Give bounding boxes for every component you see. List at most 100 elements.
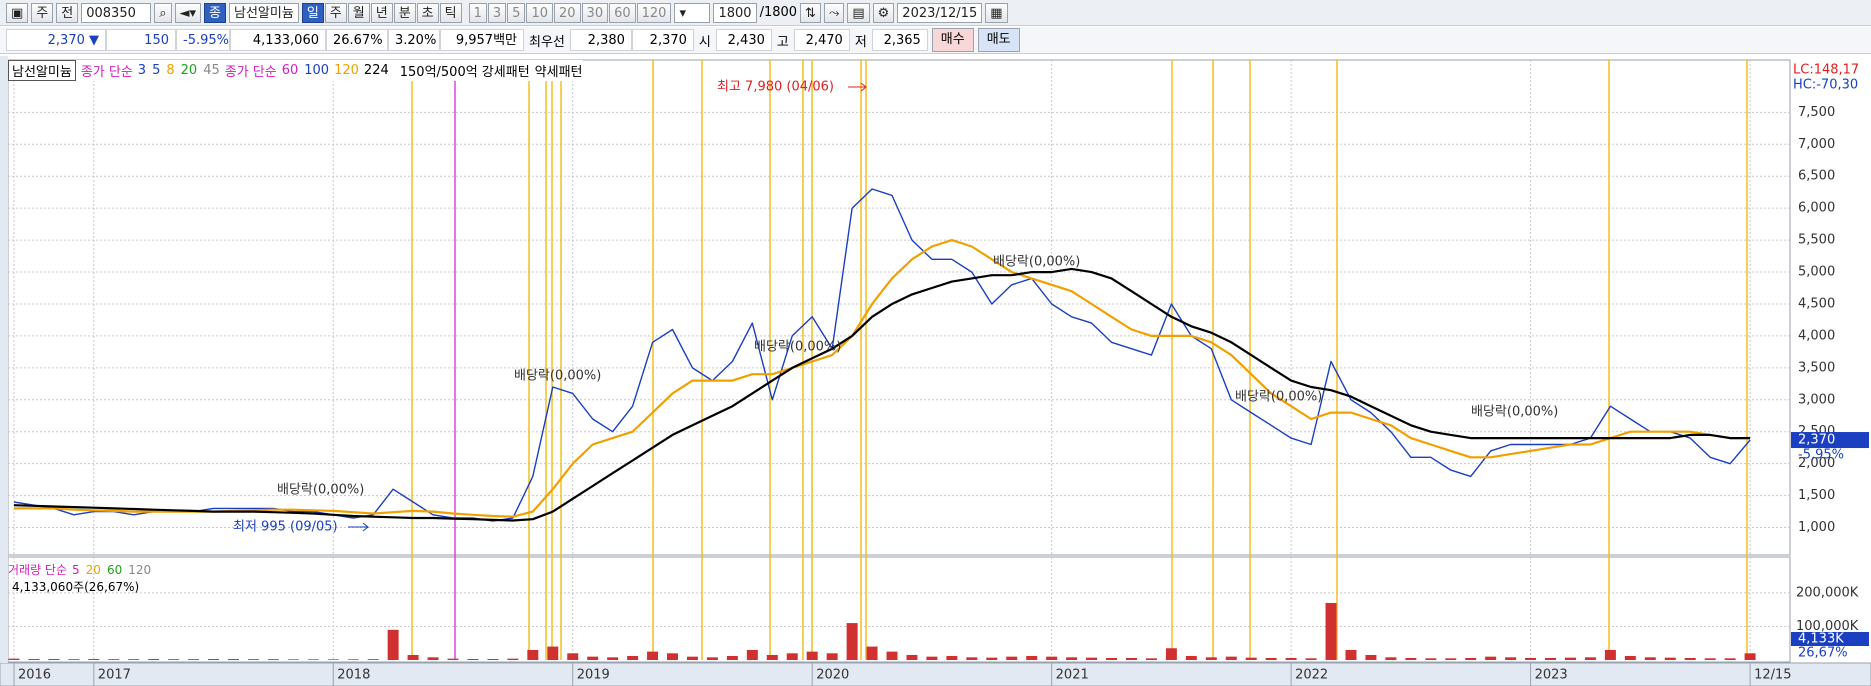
interval-group: 1 3 5 10 20 30 60 120 — [468, 2, 672, 23]
volume-bar — [866, 646, 878, 660]
x-tick-label: 2023 — [1535, 668, 1568, 683]
volume-bar — [527, 649, 539, 660]
x-tick-label: 2019 — [577, 668, 610, 683]
left-edge — [0, 56, 8, 663]
ma-line — [14, 239, 1751, 518]
annotation: 배당락(0,00%) — [1235, 390, 1322, 405]
settings-button[interactable]: ⚙ — [872, 2, 895, 23]
volume-bar — [507, 658, 519, 660]
period-button[interactable]: 주 — [324, 2, 347, 23]
buy-button[interactable]: 매수 — [931, 28, 974, 52]
volume-bar — [407, 654, 419, 660]
legend-label: 종가 단순 — [224, 65, 277, 80]
volume-bar — [1405, 657, 1417, 660]
interval-button[interactable]: 5 — [507, 2, 526, 23]
volume-bar — [287, 659, 299, 660]
interval-button[interactable]: 10 — [526, 2, 553, 23]
y-tick-label: 1,500 — [1798, 488, 1835, 503]
volume-bar — [1545, 657, 1557, 660]
period-button[interactable]: 년 — [370, 2, 393, 23]
volume-bar — [886, 651, 898, 660]
volume-bar — [1445, 658, 1457, 660]
volume-bar — [547, 646, 559, 660]
tool-button[interactable]: ⤳ — [823, 2, 845, 23]
interval-button[interactable]: 120 — [636, 2, 672, 23]
volume-bar — [148, 658, 160, 660]
volume-bar — [1744, 653, 1756, 660]
volume-bar — [347, 659, 359, 660]
volume-bar — [1026, 655, 1038, 660]
low: 2,365 — [871, 29, 928, 51]
low-label: 저 — [854, 34, 867, 50]
volume-legend: 거래량 단순 5 20 60 120 — [8, 561, 151, 578]
volume-bar — [68, 659, 80, 660]
save-button[interactable]: ▤ — [847, 2, 870, 23]
period-button[interactable]: 틱 — [439, 2, 462, 23]
interval-button[interactable]: 3 — [487, 2, 507, 23]
volume-bar — [8, 658, 20, 660]
y-tick-label: 4,000 — [1798, 328, 1835, 343]
layout-button[interactable]: ▣ — [6, 2, 29, 23]
volume-bar — [1584, 657, 1596, 660]
name-icon[interactable]: 종 — [204, 2, 227, 23]
legend-group: 3 5 8 20 45 — [138, 63, 220, 78]
volume-bar — [746, 649, 758, 660]
ma-line — [13, 267, 1751, 522]
legend-item: 60 — [281, 63, 299, 78]
volume-bar — [946, 655, 958, 660]
interval-button[interactable]: 20 — [554, 2, 581, 23]
annotation: 최저 995 (09/05) — [233, 520, 338, 535]
volume-bar — [607, 657, 619, 660]
y-tick-label: 2,000 — [1798, 456, 1835, 471]
market-select[interactable]: 주 — [31, 2, 54, 23]
volume-bar — [647, 651, 659, 660]
volume-bar — [1086, 657, 1098, 660]
code-input[interactable]: 008350 — [81, 2, 152, 23]
volume-total: 4,133,060주(26,67%) — [12, 580, 140, 594]
period-button[interactable]: 초 — [416, 2, 439, 23]
search-button[interactable]: ⌕ — [154, 2, 172, 23]
x-tick-label: 12/15 — [1754, 668, 1791, 683]
volume-bar — [208, 658, 220, 660]
volume-bar — [1006, 656, 1018, 660]
volume-bar — [387, 629, 399, 660]
sell-button[interactable]: 매도 — [977, 28, 1020, 52]
volume-bar — [48, 658, 60, 660]
x-tick-label: 2021 — [1056, 668, 1089, 683]
sound-button[interactable]: ◄▾ — [174, 2, 202, 23]
legend-item: 60 — [106, 562, 123, 577]
x-tick-label: 2016 — [18, 668, 51, 683]
volume-bar — [447, 658, 459, 660]
legend-stock: 남선알미늄 — [8, 60, 76, 81]
date-input[interactable]: 2023/12/15 — [897, 2, 983, 23]
blank-select[interactable]: ▾ — [674, 2, 711, 23]
volume-bar — [1664, 657, 1676, 660]
period-button[interactable]: 일 — [301, 2, 324, 23]
volume-bar — [128, 659, 140, 660]
count-input[interactable]: 1800 — [713, 2, 757, 23]
period-button[interactable]: 분 — [393, 2, 416, 23]
volume-bar — [986, 657, 998, 660]
interval-button[interactable]: 30 — [581, 2, 609, 23]
mode-button[interactable]: 전 — [56, 2, 79, 23]
annotation: 배당락(0,00%) — [993, 255, 1080, 270]
price: 2,370 ▼ — [6, 29, 106, 51]
calendar-button[interactable]: ▦ — [985, 2, 1008, 23]
volume-bar — [1205, 657, 1217, 660]
volume: 4,133,060 — [230, 29, 326, 51]
volume-bar — [766, 654, 778, 660]
volume-bar — [108, 659, 120, 660]
x-tick-label: 2020 — [816, 668, 849, 683]
interval-button[interactable]: 60 — [609, 2, 636, 23]
period-button[interactable]: 월 — [347, 2, 370, 23]
tool-button[interactable]: ⇅ — [800, 2, 821, 23]
high: 2,470 — [793, 29, 850, 51]
change: 150 — [106, 29, 176, 51]
volume-bar — [786, 653, 798, 660]
x-axis-band — [0, 662, 1871, 686]
open: 2,430 — [715, 29, 772, 51]
volume-bar — [846, 623, 858, 660]
interval-button[interactable]: 1 — [468, 2, 487, 23]
volume-bar — [627, 655, 639, 660]
